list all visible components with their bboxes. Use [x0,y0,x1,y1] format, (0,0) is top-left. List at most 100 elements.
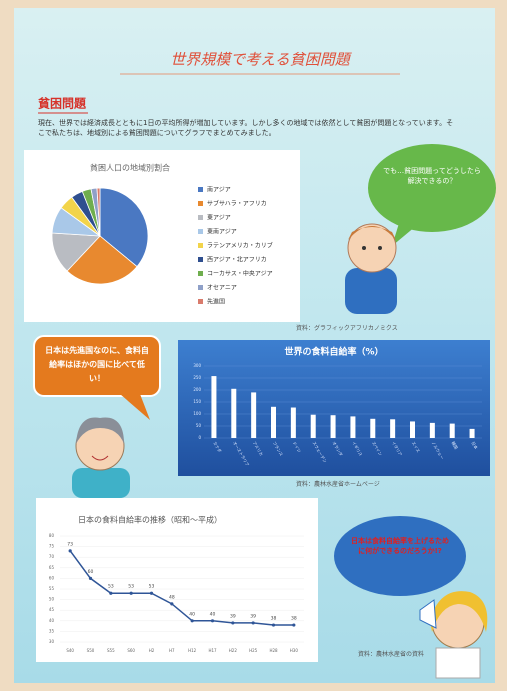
bubble-text: 日本は先進国なのに、食料自給率はほかの国に比べて低い！ [42,344,152,386]
legend-label: 西アジア・北アフリカ [207,256,267,264]
y-tick-label: 200 [193,387,201,392]
speech-bubble [368,144,496,232]
intro-text: 現在、世界では経済成長とともに1日の平均所得が増加しています。しかし多くの地域で… [38,118,458,138]
legend-label: 南アジア [207,186,231,194]
data-label: 38 [291,616,297,622]
y-tick-label: 300 [193,363,201,368]
y-tick-label: 30 [49,639,55,644]
point [69,549,72,552]
bar [251,392,256,438]
data-label: 73 [67,541,73,547]
y-tick-label: 75 [49,544,55,549]
chart-title: 日本の食料自給率の推移（昭和～平成） [78,515,222,525]
bar [331,415,336,438]
bar [390,419,395,438]
x-tick-label: S60 [127,648,135,653]
x-tick-label: H22 [229,648,238,653]
source: 資料：農林水産省ホームページ [296,480,380,490]
chart-title: 貧困人口の地域別割合 [90,163,170,173]
bar [450,424,455,438]
legend-label: 東南アジア [207,228,237,236]
bubble-text: でも…貧困問題ってどうしたら解決できるの？ [380,166,484,186]
point [272,623,275,626]
legend-label: コーカサス・中央アジア [207,270,273,278]
point [292,623,295,626]
legend-swatch [198,271,203,276]
y-tick-label: 40 [49,618,55,623]
x-tick-label: S40 [66,648,74,653]
data-label: 38 [271,616,277,622]
source: 資料：グラフィックアフリカノミクス [296,324,398,334]
bar [211,376,216,438]
x-tick-label: H28 [269,648,278,653]
bar [350,416,355,438]
woman-figure [72,418,130,498]
legend-label: サブサハラ・アフリカ [207,200,267,208]
poster-title: 世界規模で考える貧困問題 [170,51,353,69]
legend-swatch [198,215,203,220]
y-tick-label: 60 [49,575,55,580]
x-tick-label: H12 [188,648,197,653]
y-tick-label: 45 [49,607,55,612]
legend-label: 先進国 [207,298,225,306]
point [150,592,153,595]
bubble-text: 日本は食料自給率を上げるために何ができるのだろうか!? [350,536,450,556]
point [109,592,112,595]
legend-label: 東アジア [207,214,231,222]
legend-swatch [198,285,203,290]
data-label: 53 [149,584,155,590]
legend-swatch [198,187,203,192]
x-tick-label: H2 [149,648,155,653]
boy-figure [345,224,397,314]
y-tick-label: 50 [196,423,202,428]
bar [311,415,316,438]
x-tick-label: H30 [290,648,299,653]
x-tick-label: H7 [169,648,175,653]
legend-swatch [198,201,203,206]
legend-swatch [198,229,203,234]
y-tick-label: 70 [49,554,55,559]
point [191,619,194,622]
y-tick-label: 150 [193,399,201,404]
source: 資料：農林水産省の資料 [358,650,424,660]
data-label: 39 [250,613,256,619]
data-label: 39 [230,613,236,619]
data-label: 53 [128,584,134,590]
y-tick-label: 50 [49,597,55,602]
x-tick-label: H25 [249,648,258,653]
y-tick-label: 55 [49,586,55,591]
data-label: 60 [88,569,94,575]
x-tick-label: S55 [107,648,115,653]
bar [231,389,236,438]
x-tick-label: S50 [87,648,95,653]
page: 世界規模で考える貧困問題 貧困問題 貧困人口の地域別割合南アジアサブサハラ・アフ… [0,0,507,691]
legend-swatch [198,299,203,304]
bar [370,419,375,438]
point [170,602,173,605]
y-tick-label: 65 [49,565,55,570]
y-tick-label: 250 [193,375,201,380]
data-label: 40 [210,611,216,617]
point [89,577,92,580]
bar [470,429,475,438]
data-label: 53 [108,584,114,590]
point [211,619,214,622]
legend-label: オセアニア [207,285,237,292]
bar [271,407,276,438]
bar [430,423,435,438]
y-tick-label: 35 [49,628,55,633]
legend-swatch [198,257,203,262]
point [130,592,133,595]
x-tick-label: H17 [208,648,217,653]
question-bubble [334,516,466,596]
data-label: 48 [169,594,175,600]
legend-label: ラテンアメリカ・カリブ [207,242,273,250]
bar [410,421,415,438]
y-tick-label: 80 [49,533,55,538]
legend-swatch [198,243,203,248]
bar [291,408,296,438]
point [252,621,255,624]
chart-title: 世界の食料自給率（%） [284,346,383,358]
data-label: 40 [189,611,195,617]
y-tick-label: 100 [193,411,201,416]
